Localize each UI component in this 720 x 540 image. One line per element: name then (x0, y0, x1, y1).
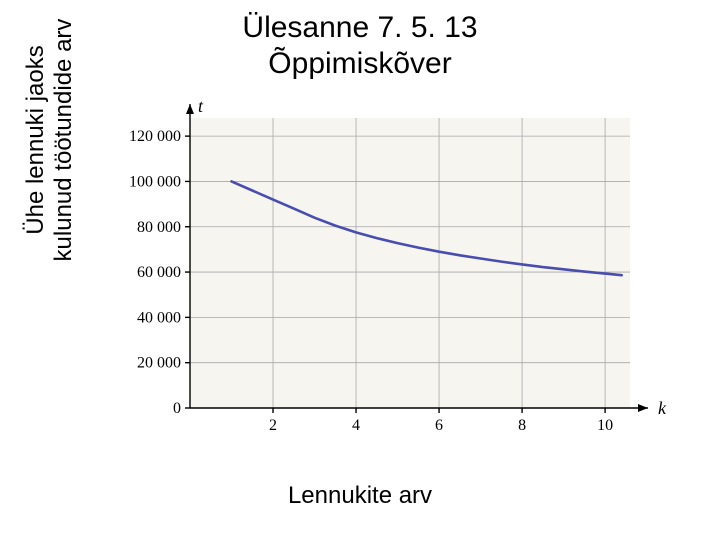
chart-svg: 2 4 6 8 10 0 20 000 40 000 60 000 80 000 100 000 12… (120, 100, 680, 460)
y-tick-label: 100 000 (129, 173, 181, 190)
x-tick-label: 6 (435, 417, 443, 434)
x-tick-label: 8 (518, 417, 526, 434)
y-tick-label: 0 (173, 400, 181, 417)
title-block: Ülesanne 7. 5. 13 Õppimiskõver (0, 0, 720, 82)
title-line-2: Õppimiskõver (0, 46, 720, 82)
y-tick-label: 80 000 (137, 219, 181, 236)
x-tick-label: 4 (352, 417, 360, 434)
plot-background (190, 118, 630, 408)
learning-curve-chart: 2 4 6 8 10 0 20 000 40 000 60 000 80 000 100 000 12… (120, 100, 680, 460)
title-line-1: Ülesanne 7. 5. 13 (0, 10, 720, 46)
x-tick-label: 2 (269, 417, 277, 434)
y-axis-letter: t (198, 100, 204, 116)
y-tick-label: 60 000 (137, 264, 181, 281)
x-axis-caption: Lennukite arv (0, 482, 720, 510)
y-tick-label: 120 000 (129, 128, 181, 145)
x-axis-letter: k (658, 398, 667, 418)
x-tick-label: 10 (597, 417, 613, 434)
y-tick-label: 20 000 (137, 355, 181, 372)
x-axis-arrow (638, 404, 648, 412)
y-caption-line-2: kulunud töötundide arv (50, 0, 78, 290)
y-axis-caption: Ühe lennuki jaoks kulunud töötundide arv (22, 0, 77, 290)
y-axis-arrow (186, 104, 194, 114)
y-caption-line-1: Ühe lennuki jaoks (22, 0, 50, 290)
y-tick-label: 40 000 (137, 309, 181, 326)
